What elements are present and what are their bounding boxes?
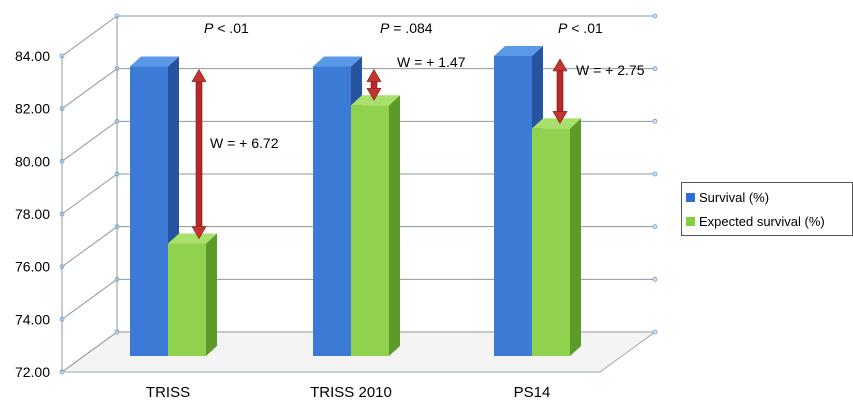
w-value-label: W = + 2.75 bbox=[576, 62, 645, 78]
grid-marker bbox=[652, 66, 658, 72]
bar-side bbox=[206, 233, 217, 356]
grid-diagonal bbox=[61, 68, 118, 110]
grid-diagonal bbox=[61, 15, 118, 57]
annotations: P < .01 W = + 6.72 P = .084 W = + 1.47 P < .… bbox=[191, 20, 645, 240]
legend-swatch-expected bbox=[686, 216, 695, 226]
legend-swatch-survival bbox=[686, 192, 695, 202]
grid-diagonal bbox=[61, 278, 118, 320]
w-value-label: W = + 6.72 bbox=[210, 135, 279, 151]
p-value-label: P = .084 bbox=[380, 20, 433, 36]
arrow-head-up bbox=[552, 58, 568, 72]
y-tick-label: 80.00 bbox=[15, 153, 50, 169]
bar bbox=[494, 56, 532, 356]
bar bbox=[313, 66, 351, 357]
bar bbox=[130, 66, 168, 357]
legend-label-expected: Expected survival (%) bbox=[699, 213, 825, 229]
p-value-label: P < .01 bbox=[204, 20, 249, 36]
bar-top bbox=[313, 56, 362, 67]
arrow-head-down bbox=[366, 87, 382, 101]
arrow-shaft bbox=[556, 69, 564, 113]
bar bbox=[532, 128, 570, 356]
x-category-label: TRISS bbox=[146, 384, 190, 401]
legend-item-survival: Survival (%) bbox=[686, 185, 848, 209]
p-value-label: P < .01 bbox=[558, 20, 603, 36]
y-tick-label: 84.00 bbox=[15, 48, 50, 64]
bars bbox=[130, 46, 581, 357]
grid-diagonal bbox=[61, 331, 118, 373]
x-axis-categories: TRISS TRISS 2010 PS14 bbox=[146, 384, 550, 401]
x-category-label: TRISS 2010 bbox=[310, 384, 392, 401]
bar bbox=[168, 243, 206, 356]
y-tick-label: 78.00 bbox=[15, 206, 50, 222]
arrow-head-down bbox=[552, 111, 568, 125]
grid-diagonal bbox=[61, 173, 118, 215]
grid-marker bbox=[652, 276, 658, 282]
arrow-head-up bbox=[191, 68, 207, 82]
arrow-shaft bbox=[195, 80, 203, 228]
y-axis-ticks: 72.00 74.00 76.00 78.00 80.00 82.00 84.00 bbox=[15, 48, 50, 380]
bar bbox=[351, 105, 389, 356]
grid-marker bbox=[652, 224, 658, 230]
w-value-label: W = + 1.47 bbox=[397, 54, 466, 70]
grid-marker bbox=[652, 118, 658, 124]
grid-marker bbox=[652, 329, 658, 335]
bar-top bbox=[130, 56, 179, 67]
x-category-label: PS14 bbox=[514, 384, 551, 401]
y-tick-label: 72.00 bbox=[15, 364, 50, 380]
bar-side bbox=[570, 118, 581, 357]
y-tick-label: 74.00 bbox=[15, 311, 50, 327]
grid-marker bbox=[652, 13, 658, 19]
legend-label-survival: Survival (%) bbox=[699, 189, 770, 205]
bar-top bbox=[351, 95, 400, 106]
arrow-head-down bbox=[191, 226, 207, 240]
arrow-head-up bbox=[366, 68, 382, 82]
y-tick-label: 82.00 bbox=[15, 101, 50, 117]
grid-diagonal bbox=[61, 226, 118, 268]
legend: Survival (%) Expected survival (%) bbox=[681, 182, 853, 236]
bar-side bbox=[389, 95, 400, 356]
legend-item-expected: Expected survival (%) bbox=[686, 209, 848, 233]
grid-marker bbox=[652, 171, 658, 177]
bar-top bbox=[494, 46, 543, 56]
y-tick-label: 76.00 bbox=[15, 259, 50, 275]
bar-top bbox=[168, 233, 217, 244]
arrow-shaft bbox=[370, 80, 378, 90]
grid-diagonal bbox=[61, 120, 118, 162]
bar-top bbox=[532, 118, 581, 129]
